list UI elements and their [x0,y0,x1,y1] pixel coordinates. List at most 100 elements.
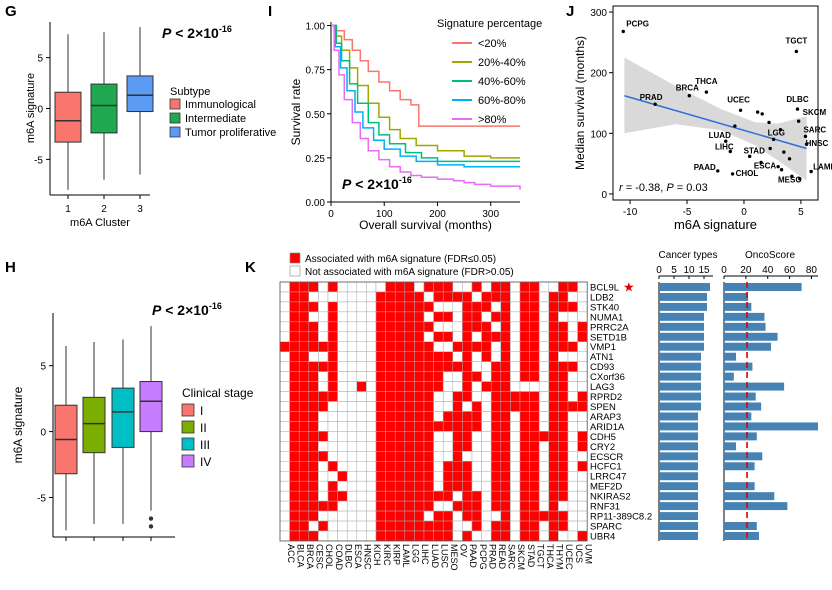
k-heatmap-cell [442,530,454,542]
k-heatmap-cell [577,401,588,412]
k-heatmap-cell [500,421,511,432]
k-heatmap-cell [462,391,473,402]
k-heatmap-cell [404,391,415,402]
k-heatmap-cell [394,530,406,542]
j-point-label: ESCA [754,162,776,171]
k-heatmap-cell [366,341,377,352]
k-heatmap-cell [279,510,290,522]
k-heatmap-cell [471,311,482,323]
k-heatmap-cell [375,411,386,422]
k-heatmap-cell [433,530,444,542]
k-heatmap-cell [385,371,396,382]
k-heatmap-cell [490,530,502,542]
k-heatmap-cell [529,461,540,472]
k-heatmap-cell [337,451,348,462]
k-heatmap-cell [356,451,367,462]
k-heatmap-cell [404,530,415,542]
k-heatmap-cell [490,371,502,382]
g-box-2 [90,83,118,134]
k-heatmap-cell [462,291,473,303]
k-heatmap-cell [462,321,473,333]
j-xtick-label: 0 [741,207,747,218]
k-heatmap-cell [318,301,329,313]
j-point [733,124,737,128]
k-heatmap-cell [346,351,358,362]
k-heatmap-cell [337,411,348,422]
g-ytick-label: 5 [37,54,43,65]
k-heatmap-cell [471,490,482,502]
k-heatmap-cell [366,291,377,303]
j-point [790,174,794,179]
k-heatmap-cell [558,441,569,452]
k-heatmap-cell [490,291,502,303]
k-ct-bar [659,372,701,381]
k-heatmap-cell [346,441,358,452]
k-column-label: HNSC [363,544,373,570]
k-column-label: MESO [449,544,459,571]
k-heatmap-cell [462,281,473,293]
j-ytick-label: 300 [590,8,607,19]
k-heatmap-cell [346,391,358,402]
k-heatmap-cell [538,431,550,442]
k-heatmap-cell [529,490,540,502]
g-y-axis-title: m6A signature [25,73,37,143]
k-heatmap-cell [567,451,578,462]
k-heatmap-cell [327,361,338,372]
k-heatmap-cell [500,371,511,382]
k-heatmap-cell [442,470,454,482]
k-heatmap-cell [548,411,559,422]
k-heatmap-cell [500,351,511,362]
k-heatmap-cell [490,401,502,412]
k-heatmap-cell [452,361,463,372]
k-heatmap-cell [366,361,377,372]
k-heatmap-cell [529,291,540,303]
k-heatmap-cell [298,441,310,452]
k-column-label: LUAD [430,544,440,569]
k-gene-label: PRRC2A [590,322,629,333]
k-heatmap-cell [375,371,386,382]
k-gene-label: STK40 [590,302,619,313]
k-heatmap-cell [356,530,367,542]
k-ct-bar [659,352,701,361]
k-heatmap-cell [519,311,530,323]
k-heatmap-cell [577,500,588,512]
k-heatmap-cell [385,431,396,442]
j-point-label: CHOL [736,169,759,178]
k-heatmap-cell [423,311,434,323]
h-legend-label-I: I [200,404,203,418]
h-outlier [148,524,154,529]
panel-label-h: H [5,259,16,276]
k-heatmap-cell [500,461,511,472]
k-column-label: PAAD [468,544,478,568]
j-point-label: LIHC [715,143,734,152]
k-gene-label: SPARC [590,522,622,533]
k-heatmap-cell [366,461,377,472]
k-heatmap-cell [298,500,310,512]
k-heatmap-cell [519,441,530,452]
k-gene-label: RNF31 [590,502,620,513]
k-heatmap-cell [375,490,386,502]
k-heatmap-cell [318,381,329,392]
k-heatmap-cell [394,500,406,512]
k-heatmap-cell [519,500,530,512]
k-heatmap-cell [510,381,521,392]
panel-label-j: J [566,3,574,20]
k-heatmap-cell [452,321,463,333]
k-heatmap-cell [414,470,425,482]
k-heatmap-cell [298,341,310,352]
k-heatmap-cell [538,351,550,362]
k-heatmap-cell [279,301,290,313]
k-heatmap-cell [394,331,406,343]
k-heatmap-cell [481,281,492,293]
k-heatmap-cell [577,461,588,472]
k-heatmap-cell [490,331,502,343]
k-heatmap-cell [289,371,300,382]
k-heatmap-cell [462,461,473,472]
j-point-label: TGCT [785,36,807,45]
k-heatmap-cell [289,351,300,362]
k-heatmap-cell [510,341,521,352]
k-heatmap-cell [289,490,300,502]
j-point [759,160,763,165]
k-heatmap-cell [433,480,444,492]
h-p-value: P < 2×10-16 [152,301,222,318]
